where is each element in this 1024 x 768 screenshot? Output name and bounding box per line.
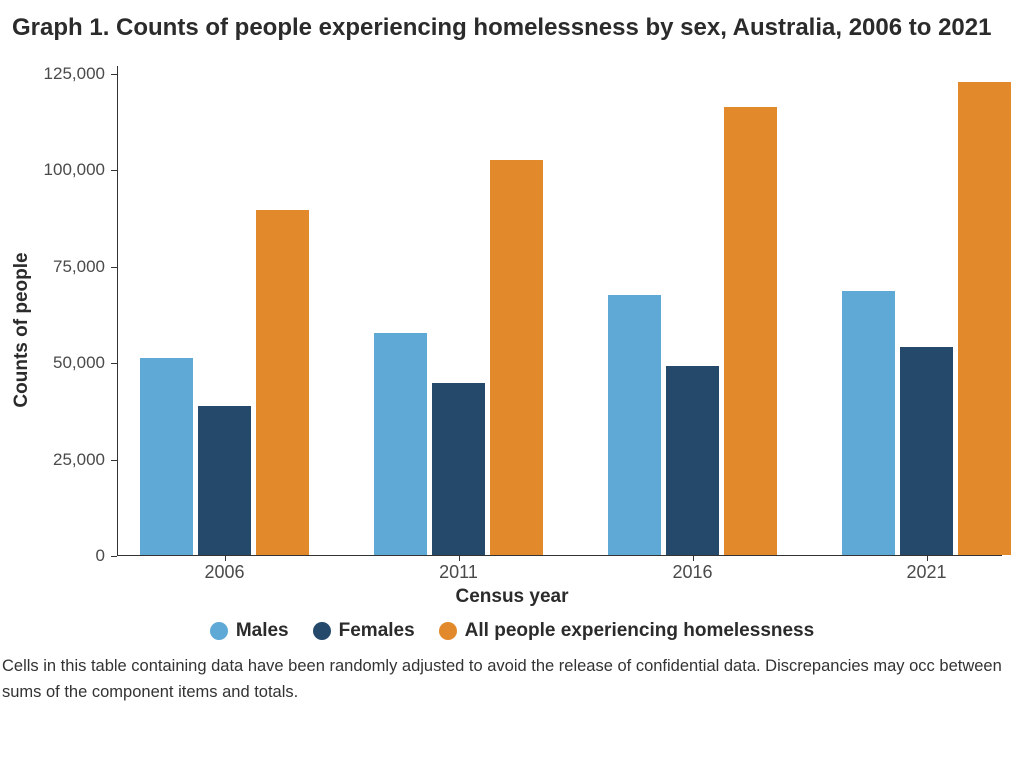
- x-tick-label: 2006: [204, 562, 244, 583]
- bar: [666, 366, 719, 555]
- x-tick-label: 2021: [906, 562, 946, 583]
- y-tick-label: 125,000: [12, 64, 117, 84]
- y-tick-mark: [111, 460, 117, 461]
- bar: [374, 333, 427, 555]
- legend-label: Females: [339, 620, 415, 642]
- x-tick-mark: [225, 555, 226, 561]
- bar: [608, 295, 661, 555]
- y-tick-label: 0: [12, 546, 117, 566]
- x-tick-label: 2016: [672, 562, 712, 583]
- bar: [140, 358, 193, 555]
- y-tick-mark: [111, 267, 117, 268]
- bar: [256, 210, 309, 555]
- y-tick-label: 100,000: [12, 160, 117, 180]
- y-tick-mark: [111, 363, 117, 364]
- x-tick-mark: [459, 555, 460, 561]
- bar: [958, 82, 1011, 555]
- legend-label: Males: [236, 620, 289, 642]
- bar: [198, 406, 251, 555]
- chart-title: Graph 1. Counts of people experiencing h…: [0, 0, 1024, 50]
- y-tick-mark: [111, 74, 117, 75]
- x-axis-label: Census year: [455, 586, 568, 608]
- y-tick-mark: [111, 556, 117, 557]
- footnote: Cells in this table containing data have…: [0, 642, 1024, 705]
- x-tick-label: 2011: [439, 562, 478, 583]
- x-tick-mark: [927, 555, 928, 561]
- y-tick-label: 25,000: [12, 450, 117, 470]
- y-tick-mark: [111, 170, 117, 171]
- legend-label: All people experiencing homelessness: [465, 620, 815, 642]
- plot-region: 2006201120162021: [117, 66, 1002, 556]
- chart-area: Counts of people 2006201120162021 Census…: [12, 50, 1012, 610]
- x-tick-mark: [693, 555, 694, 561]
- legend-item: Males: [210, 620, 289, 642]
- bar: [724, 107, 777, 555]
- bar: [900, 347, 953, 555]
- bar: [432, 383, 485, 555]
- bar: [842, 291, 895, 555]
- y-tick-label: 75,000: [12, 257, 117, 277]
- legend-item: All people experiencing homelessness: [439, 620, 815, 642]
- legend-swatch: [210, 622, 228, 640]
- legend-swatch: [439, 622, 457, 640]
- y-tick-label: 50,000: [12, 353, 117, 373]
- legend-swatch: [313, 622, 331, 640]
- legend-item: Females: [313, 620, 415, 642]
- legend: Males Females All people experiencing home…: [0, 620, 1024, 642]
- bar: [490, 160, 543, 555]
